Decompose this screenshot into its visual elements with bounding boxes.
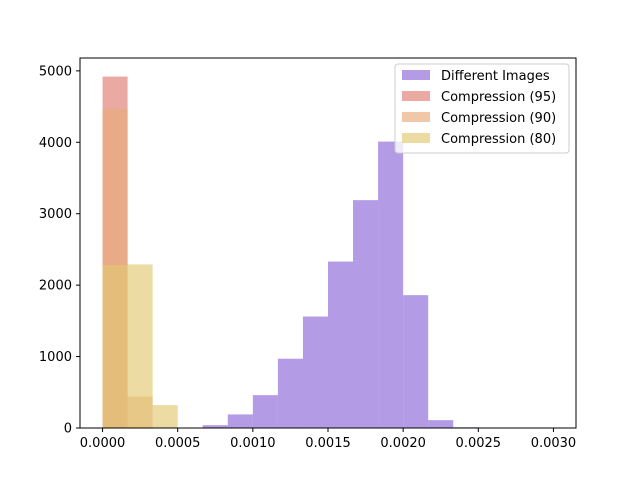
bar-series-3-bin-2: [152, 405, 178, 428]
bar-series-0-bin-9: [328, 261, 354, 428]
legend-label: Compression (90): [441, 111, 556, 126]
bar-series-0-bin-6: [252, 395, 278, 428]
x-tick-label: 0.0005: [155, 436, 201, 451]
bar-series-0-bin-12: [403, 295, 429, 428]
y-tick-label: 3000: [39, 207, 72, 222]
x-tick-label: 0.0010: [230, 436, 276, 451]
bar-series-0-bin-13: [428, 420, 454, 428]
y-axis: 0 1000 2000 3000 4000 5000: [39, 64, 80, 437]
y-tick-label: 1000: [39, 350, 72, 365]
x-tick-label: 0.0030: [531, 436, 577, 451]
bar-series-0-bin-11: [378, 141, 404, 429]
bar-series-3-bin-0: [102, 265, 128, 428]
legend: Different Images Compression (95) Compress…: [394, 63, 570, 154]
legend-box: [394, 63, 570, 154]
bar-series-0-bin-7: [277, 358, 303, 428]
legend-swatch: [402, 133, 430, 143]
y-tick-label: 4000: [39, 136, 72, 151]
x-axis: 0.0000 0.0005 0.0010 0.0015 0.0020 0.0025 0.00…: [80, 428, 576, 451]
legend-swatch: [402, 70, 430, 80]
y-tick-label: 0: [64, 422, 72, 437]
x-tick-label: 0.0020: [380, 436, 426, 451]
y-tick-label: 2000: [39, 279, 72, 294]
legend-label: Different Images: [441, 69, 550, 84]
legend-label: Compression (95): [441, 90, 556, 105]
bar-series-0-bin-10: [353, 200, 379, 428]
x-tick-label: 0.0025: [456, 436, 502, 451]
bar-series-3-bin-1: [127, 264, 153, 428]
legend-swatch: [402, 91, 430, 101]
bar-series-0-bin-5: [227, 414, 253, 428]
legend-label: Compression (80): [441, 132, 556, 147]
bars-layer: [102, 76, 554, 429]
x-tick-label: 0.0000: [80, 436, 126, 451]
y-tick-label: 5000: [39, 64, 72, 79]
bar-series-0-bin-8: [302, 316, 328, 428]
legend-swatch: [402, 112, 430, 122]
bar-series-0-bin-4: [202, 425, 228, 428]
x-tick-label: 0.0015: [305, 436, 351, 451]
